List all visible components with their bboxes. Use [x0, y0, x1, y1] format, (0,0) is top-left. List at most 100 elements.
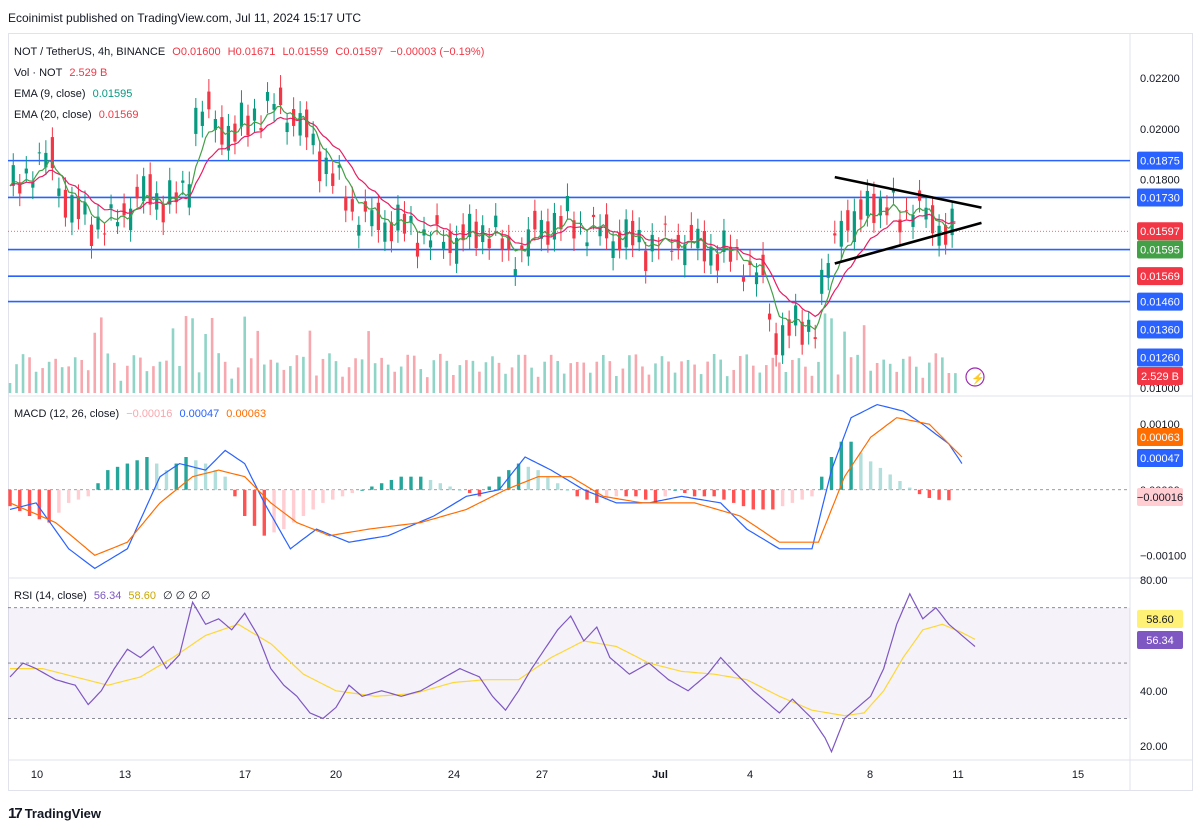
macd-histogram-bar: [331, 489, 335, 500]
candle-body: [11, 165, 15, 186]
ema20-label: EMA (20, close): [14, 109, 92, 121]
candle-body: [741, 276, 746, 282]
macd-histogram-bar: [820, 476, 824, 490]
time-tick-label: Jul: [652, 769, 668, 781]
volume-bar: [171, 328, 175, 393]
volume-legend[interactable]: Vol · NOT 2.529 B: [14, 67, 111, 79]
candle-body: [767, 313, 772, 320]
volume-bar: [191, 318, 194, 393]
symbol-label[interactable]: NOT / TetherUS, 4h, BINANCE: [14, 46, 166, 58]
candle-body: [44, 152, 48, 168]
macd-histogram-bar: [507, 470, 511, 490]
level-label-a-bg: [1137, 320, 1183, 339]
level-label-b-bg: [1137, 348, 1183, 367]
candle-body: [337, 165, 341, 168]
volume-bar: [478, 371, 481, 393]
volume-bar: [178, 366, 181, 393]
macd-histogram-bar: [37, 489, 42, 520]
volume-bar: [86, 370, 90, 393]
ema9-legend[interactable]: EMA (9, close) 0.01595: [14, 88, 136, 100]
candle-body: [859, 199, 863, 220]
candle-body: [181, 180, 185, 183]
time-tick-label: 8: [867, 769, 873, 781]
macd-hist-label: −0.00016: [1137, 492, 1183, 504]
tradingview-logo[interactable]: 17 TradingView: [8, 805, 101, 822]
rsi-legend[interactable]: RSI (14, close) 56.34 58.60 ∅ ∅ ∅ ∅: [14, 589, 215, 602]
price-legend: NOT / TetherUS, 4h, BINANCE O0.01600 H0.…: [14, 46, 488, 58]
candle-body: [142, 176, 146, 201]
triangle-trendline: [834, 175, 982, 209]
chart-frame[interactable]: [8, 33, 1193, 791]
macd-histogram-bar: [291, 489, 296, 523]
volume-bar: [380, 357, 383, 393]
candle-body: [278, 87, 283, 106]
low-value: L0.01559: [282, 46, 329, 58]
volume-bar: [914, 366, 918, 393]
volume-bar: [465, 360, 468, 393]
volume-bar: [113, 362, 116, 393]
volume-bar: [941, 357, 944, 393]
volume-bar: [621, 368, 625, 393]
tradingview-mark-icon: 17: [8, 805, 23, 822]
candle-body: [611, 241, 615, 259]
volume-bar: [849, 357, 853, 393]
candle-body: [448, 231, 452, 253]
candle-body: [670, 250, 674, 252]
macd-histogram-bar: [438, 483, 443, 490]
macd-histogram-bar: [692, 489, 697, 497]
volume-bar: [738, 356, 742, 393]
volume-bar: [751, 365, 755, 393]
candle-body: [924, 207, 928, 220]
candle-body: [455, 238, 459, 264]
volume-bar: [491, 356, 494, 393]
macd-histogram-bar: [448, 486, 452, 490]
level-label-a: 0.01360: [1140, 325, 1180, 337]
level-label-bg: [1137, 292, 1183, 311]
volume-bar: [393, 371, 396, 393]
lightning-glyph: ⚡: [971, 372, 985, 385]
ema9-value: 0.01595: [92, 88, 133, 100]
volume-bar: [452, 374, 455, 393]
volume-bar: [888, 363, 892, 393]
candle-body: [709, 246, 713, 266]
volume-bar: [947, 373, 951, 393]
macd-histogram-bar: [301, 489, 306, 516]
volume-bar: [360, 359, 364, 393]
volume-bar: [517, 354, 520, 393]
volume-bar: [549, 354, 553, 393]
candle-body: [565, 195, 570, 212]
candle-body: [285, 122, 289, 133]
candle-body: [702, 230, 706, 262]
candle-body: [298, 113, 302, 136]
tradingview-brand: TradingView: [24, 806, 102, 821]
candle-body: [63, 189, 68, 218]
candle-body: [50, 137, 54, 169]
candle-body: [748, 261, 752, 266]
candle-body: [389, 222, 394, 242]
volume-bar: [504, 373, 507, 393]
candle-body: [396, 204, 400, 231]
candle-body: [644, 250, 648, 271]
macd-histogram-bar: [653, 489, 658, 503]
volume-bar: [608, 361, 612, 393]
macd-histogram-bar: [379, 483, 384, 490]
volume-bar: [882, 359, 885, 393]
volume-bar: [660, 356, 664, 393]
macd-histogram-bar: [771, 489, 775, 510]
volume-bar: [406, 354, 410, 393]
macd-legend[interactable]: MACD (12, 26, close) −0.00016 0.00047 0.…: [14, 408, 270, 420]
ema20-legend[interactable]: EMA (20, close) 0.01569: [14, 109, 142, 121]
volume-bar: [595, 361, 599, 393]
candle-body: [265, 91, 270, 101]
candle-body: [376, 202, 380, 230]
candle-body: [794, 305, 798, 326]
candle-body: [174, 192, 178, 203]
volume-bar: [765, 365, 768, 393]
volume-bar: [934, 353, 938, 393]
rsi-value-label-bg: [1137, 631, 1183, 649]
candle-body: [865, 190, 869, 216]
candle-body: [689, 224, 693, 241]
volume-bar: [119, 380, 123, 393]
candle-body: [161, 203, 165, 223]
